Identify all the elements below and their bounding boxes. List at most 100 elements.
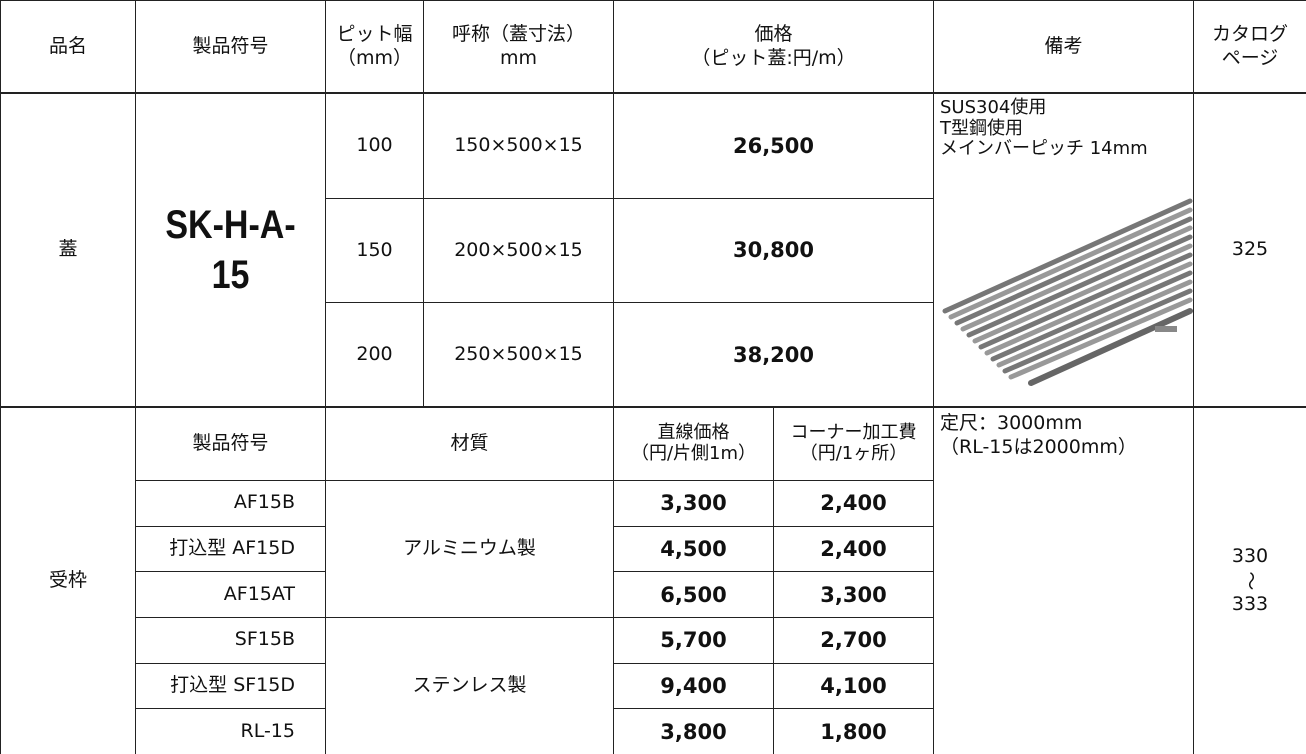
cell-text: 100	[356, 133, 393, 156]
cell-text: （ピット蓋:円/m）	[691, 46, 856, 69]
straight-price: 6,500	[614, 572, 774, 618]
cell-text: （mm）	[336, 46, 413, 69]
header-cell: ピット幅 （mm）	[326, 1, 424, 94]
cell-text: 受枠	[48, 569, 87, 592]
cell-text: 3,300	[820, 582, 887, 607]
straight-price: 4,500	[614, 526, 774, 573]
cell-text: 38,200	[732, 342, 815, 367]
cell-text: SK-H-A-15	[165, 203, 296, 297]
cell-text: mm	[499, 46, 538, 69]
frame-name: 受枠	[1, 408, 136, 754]
header-cell: 製品符号	[136, 1, 326, 94]
straight-price: 3,300	[614, 481, 774, 527]
pit-width: 200	[326, 303, 424, 408]
cell-text: 2,400	[820, 491, 887, 516]
cell-text: SUS304使用	[940, 97, 1047, 118]
cover-name: 蓋	[1, 94, 136, 408]
header-cell: 材質	[326, 408, 614, 481]
code: SF15B	[136, 618, 326, 664]
corner-price: 1,800	[774, 709, 934, 754]
size: 250×500×15	[424, 303, 614, 408]
header-cell: カタログ ページ	[1194, 1, 1306, 94]
cell-text: 蓋	[58, 238, 78, 261]
cell-text: 5,700	[660, 628, 727, 653]
cell-text: 製品符号	[192, 34, 269, 57]
header-cell: コーナー加工費 （円/1ヶ所）	[774, 408, 934, 481]
cell-text: ステンレス製	[412, 674, 527, 697]
cell-text: コーナー加工費	[790, 422, 917, 444]
cell-text: 材質	[450, 432, 489, 455]
cell-text: 2,400	[820, 536, 887, 561]
code: AF15AT	[136, 572, 326, 618]
header-cell: 価格 （ピット蓋:円/m）	[614, 1, 934, 94]
cell-text: 呼称（蓋寸法）	[451, 22, 585, 45]
material: ステンレス製	[326, 618, 614, 754]
cell-text: AF15AT	[223, 582, 295, 605]
cell-text: 333	[1231, 592, 1269, 615]
pit-width: 150	[326, 198, 424, 304]
cell-text: 価格	[754, 22, 793, 45]
cell-text: 打込型 SF15D	[170, 674, 295, 697]
material: アルミニウム製	[326, 481, 614, 618]
header-cell: 呼称（蓋寸法） mm	[424, 1, 614, 94]
size: 150×500×15	[424, 94, 614, 199]
catalog-page: 330 〜 333	[1194, 408, 1306, 754]
cell-text: 150×500×15	[454, 133, 583, 156]
cell-text: 備考	[1044, 34, 1083, 57]
cell-text: カタログ	[1211, 22, 1288, 45]
cell-text: 200	[356, 342, 393, 365]
cell-text: （円/1ヶ所）	[799, 443, 908, 464]
cell-text: 2,700	[820, 628, 887, 653]
code: 打込型 SF15D	[136, 663, 326, 710]
cell-text: 〜	[1239, 571, 1262, 591]
code: RL-15	[136, 709, 326, 754]
cell-text: 3,800	[660, 719, 727, 744]
notes: SUS304使用 T型鋼使用 メインバーピッチ 14mm	[934, 94, 1194, 408]
cell-text: 9,400	[660, 673, 727, 698]
price: 30,800	[614, 198, 934, 304]
cell-text: T型鋼使用	[940, 117, 1023, 139]
cell-text: アルミニウム製	[403, 537, 536, 560]
cell-text: 150	[356, 238, 393, 261]
cell-text: （RL-15は2000mm）	[940, 435, 1137, 458]
cell-text: AF15B	[233, 491, 295, 514]
cell-text: SF15B	[234, 628, 295, 651]
notes: 定尺：3000mm （RL-15は2000mm）	[934, 408, 1194, 754]
straight-price: 3,800	[614, 709, 774, 754]
cell-text: ページ	[1221, 46, 1279, 69]
corner-price: 4,100	[774, 663, 934, 710]
cell-text: 26,500	[732, 133, 815, 158]
corner-price: 3,300	[774, 572, 934, 618]
code: 打込型 AF15D	[136, 526, 326, 573]
cell-text: 250×500×15	[454, 342, 583, 365]
cell-text: 3,300	[660, 491, 727, 516]
cell-text: 打込型 AF15D	[169, 537, 295, 560]
cell-text: RL-15	[240, 719, 296, 742]
header-cell: 備考	[934, 1, 1194, 94]
cell-text: 品名	[48, 34, 87, 57]
pit-width: 100	[326, 94, 424, 199]
header-cell: 直線価格 （円/片側1m）	[614, 408, 774, 481]
cell-text: 325	[1231, 238, 1269, 261]
cell-text: ピット幅	[336, 22, 413, 45]
corner-price: 2,400	[774, 481, 934, 527]
cell-text: 4,100	[820, 673, 887, 698]
cell-text: 330	[1231, 545, 1269, 568]
cell-text: 30,800	[732, 238, 815, 263]
cell-text: 6,500	[660, 582, 727, 607]
catalog-page: 325	[1194, 94, 1306, 408]
cell-text: （円/片側1m）	[630, 443, 757, 464]
code: AF15B	[136, 481, 326, 527]
cell-text: 直線価格	[657, 422, 730, 444]
header-cell: 製品符号	[136, 408, 326, 481]
price: 38,200	[614, 303, 934, 408]
size: 200×500×15	[424, 198, 614, 304]
cell-text: 200×500×15	[454, 238, 583, 261]
cell-text: 1,800	[820, 719, 887, 744]
cell-text: 4,500	[660, 536, 727, 561]
price: 26,500	[614, 94, 934, 199]
header-cell: 品名	[1, 1, 136, 94]
corner-price: 2,700	[774, 618, 934, 664]
cover-code: SK-H-A-15	[136, 94, 326, 408]
